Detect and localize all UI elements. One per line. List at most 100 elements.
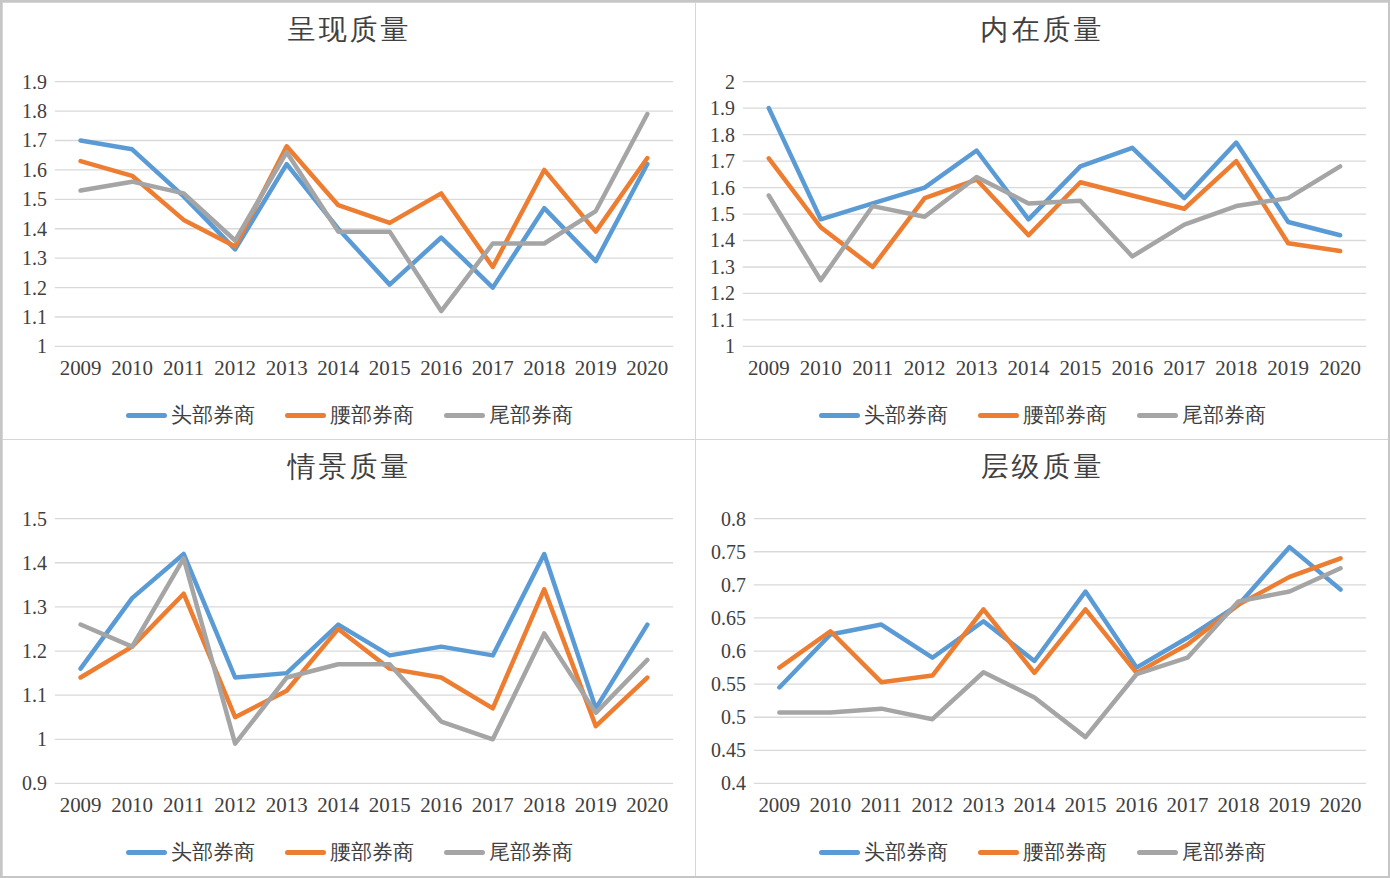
- svg-text:2012: 2012: [904, 356, 946, 380]
- legend-label: 腰部券商: [1023, 401, 1107, 429]
- svg-text:0.5: 0.5: [721, 706, 746, 728]
- svg-text:2016: 2016: [1111, 356, 1153, 380]
- svg-text:2011: 2011: [163, 356, 204, 380]
- series-line-swatch: [978, 413, 1019, 418]
- svg-text:2017: 2017: [472, 793, 514, 817]
- legend-item: 腰部券商: [285, 401, 414, 429]
- scenario-quality-line-chart: 0.911.11.21.31.41.5200920102011201220132…: [3, 440, 696, 877]
- legend-item: 尾部券商: [444, 401, 573, 429]
- chart-panel-intrinsic-quality: 内在质量 11.11.21.31.41.51.61.71.81.92200920…: [695, 2, 1390, 441]
- svg-text:2012: 2012: [214, 793, 256, 817]
- legend-label: 尾部券商: [1182, 838, 1266, 866]
- series-line-swatch: [819, 413, 860, 418]
- svg-text:0.4: 0.4: [721, 772, 746, 794]
- svg-text:2019: 2019: [575, 356, 617, 380]
- chart-legend: 头部券商 腰部券商 尾部券商: [696, 401, 1389, 429]
- svg-text:2009: 2009: [758, 793, 800, 817]
- svg-text:2017: 2017: [472, 356, 514, 380]
- svg-text:1.5: 1.5: [710, 203, 735, 225]
- chart-legend: 头部券商 腰部券商 尾部券商: [696, 838, 1389, 866]
- svg-text:2010: 2010: [800, 356, 842, 380]
- svg-text:1.1: 1.1: [710, 309, 735, 331]
- svg-text:2015: 2015: [369, 356, 411, 380]
- svg-text:1.2: 1.2: [710, 282, 735, 304]
- legend-item: 头部券商: [819, 401, 948, 429]
- svg-text:2011: 2011: [852, 356, 893, 380]
- svg-text:1.8: 1.8: [22, 100, 47, 122]
- legend-label: 腰部券商: [1023, 838, 1107, 866]
- series-line-swatch: [285, 850, 326, 855]
- svg-text:2014: 2014: [317, 356, 359, 380]
- series-line-swatch: [978, 850, 1019, 855]
- svg-text:0.75: 0.75: [711, 541, 746, 563]
- series-line-swatch: [444, 413, 485, 418]
- hierarchy-quality-line-chart: 0.40.450.50.550.60.650.70.750.8200920102…: [696, 440, 1389, 877]
- svg-text:1.4: 1.4: [22, 218, 47, 240]
- legend-label: 头部券商: [864, 838, 948, 866]
- svg-text:2019: 2019: [575, 793, 617, 817]
- series-line-swatch: [444, 850, 485, 855]
- svg-text:2012: 2012: [911, 793, 953, 817]
- svg-text:1.6: 1.6: [710, 177, 735, 199]
- series-line-swatch: [285, 413, 326, 418]
- chart-panel-scenario-quality: 情景质量 0.911.11.21.31.41.52009201020112012…: [2, 439, 697, 878]
- svg-text:2010: 2010: [809, 793, 851, 817]
- svg-text:0.45: 0.45: [711, 739, 746, 761]
- svg-text:2013: 2013: [266, 793, 308, 817]
- svg-text:2017: 2017: [1163, 356, 1205, 380]
- svg-text:2014: 2014: [317, 793, 359, 817]
- chart-sheet: 呈现质量 11.11.21.31.41.51.61.71.81.92009201…: [0, 0, 1390, 878]
- chart-panel-presentation-quality: 呈现质量 11.11.21.31.41.51.61.71.81.92009201…: [2, 2, 697, 441]
- series-line-swatch: [819, 850, 860, 855]
- series-line-swatch: [1137, 413, 1178, 418]
- svg-text:1.1: 1.1: [22, 684, 47, 706]
- svg-text:2018: 2018: [523, 356, 565, 380]
- legend-item: 腰部券商: [285, 838, 414, 866]
- svg-text:2011: 2011: [163, 793, 204, 817]
- svg-text:2014: 2014: [1014, 793, 1056, 817]
- svg-text:1.3: 1.3: [710, 256, 735, 278]
- series-line-swatch: [1137, 850, 1178, 855]
- legend-label: 腰部券商: [330, 401, 414, 429]
- svg-text:2019: 2019: [1269, 793, 1311, 817]
- svg-text:2017: 2017: [1167, 793, 1209, 817]
- legend-label: 尾部券商: [489, 401, 573, 429]
- svg-text:2016: 2016: [1116, 793, 1158, 817]
- legend-item: 尾部券商: [1137, 401, 1266, 429]
- svg-text:2018: 2018: [523, 793, 565, 817]
- legend-item: 头部券商: [126, 401, 255, 429]
- chart-panel-hierarchy-quality: 层级质量 0.40.450.50.550.60.650.70.750.82009…: [695, 439, 1390, 878]
- svg-text:2013: 2013: [266, 356, 308, 380]
- svg-text:2010: 2010: [111, 793, 153, 817]
- svg-text:2012: 2012: [214, 356, 256, 380]
- svg-text:2019: 2019: [1267, 356, 1309, 380]
- svg-text:1.9: 1.9: [710, 97, 735, 119]
- svg-text:2015: 2015: [1065, 793, 1107, 817]
- svg-text:0.8: 0.8: [721, 508, 746, 530]
- legend-label: 头部券商: [171, 401, 255, 429]
- svg-text:1.2: 1.2: [22, 640, 47, 662]
- svg-text:2: 2: [725, 71, 735, 93]
- svg-text:1.8: 1.8: [710, 124, 735, 146]
- svg-text:2015: 2015: [369, 793, 411, 817]
- legend-item: 腰部券商: [978, 838, 1107, 866]
- svg-text:1: 1: [37, 335, 47, 357]
- chart-legend: 头部券商 腰部券商 尾部券商: [3, 401, 696, 429]
- legend-item: 头部券商: [126, 838, 255, 866]
- svg-text:2020: 2020: [626, 793, 668, 817]
- svg-text:1.4: 1.4: [22, 552, 47, 574]
- svg-text:1.2: 1.2: [22, 277, 47, 299]
- svg-text:2011: 2011: [861, 793, 902, 817]
- svg-text:2020: 2020: [1320, 793, 1362, 817]
- series-line-swatch: [126, 413, 167, 418]
- svg-text:2014: 2014: [1008, 356, 1050, 380]
- svg-text:1: 1: [37, 728, 47, 750]
- legend-item: 尾部券商: [444, 838, 573, 866]
- svg-text:2009: 2009: [60, 793, 102, 817]
- svg-text:2018: 2018: [1218, 793, 1260, 817]
- svg-text:0.9: 0.9: [22, 772, 47, 794]
- chart-legend: 头部券商 腰部券商 尾部券商: [3, 838, 696, 866]
- legend-label: 头部券商: [864, 401, 948, 429]
- svg-text:2016: 2016: [420, 793, 462, 817]
- svg-text:2015: 2015: [1060, 356, 1102, 380]
